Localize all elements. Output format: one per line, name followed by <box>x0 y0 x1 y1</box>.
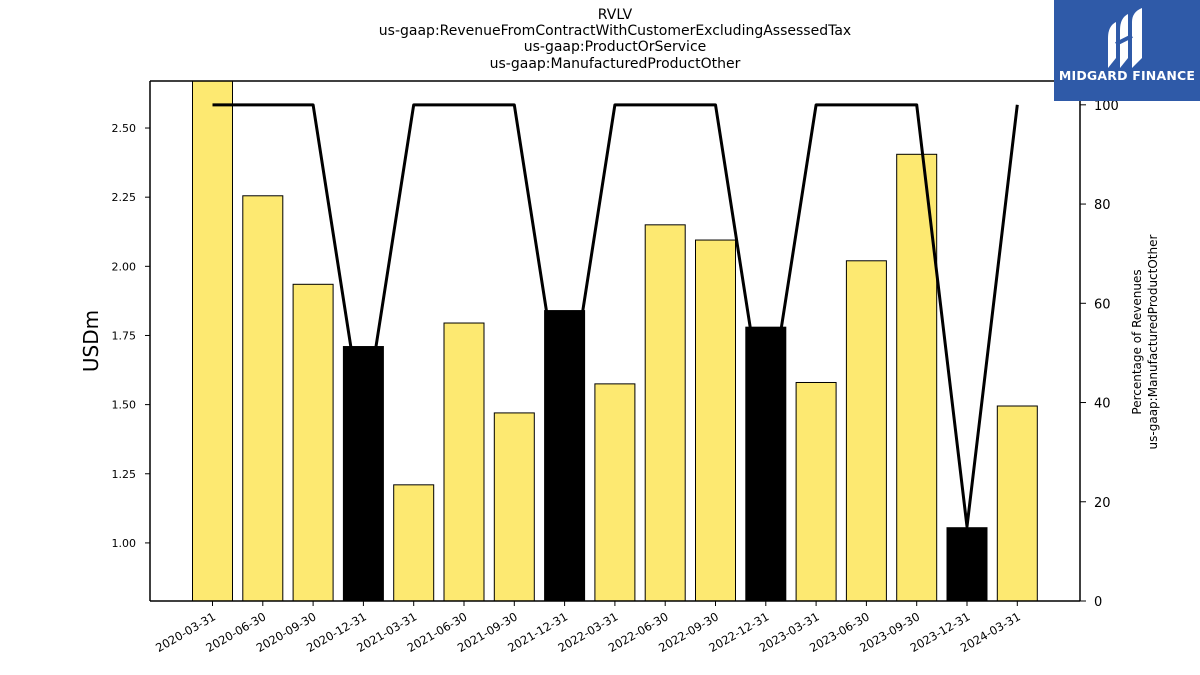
bar-2023-12-31 <box>946 527 988 602</box>
bar-2020-09-30 <box>292 283 334 602</box>
chart-title-ticker: RVLV <box>597 7 633 23</box>
bar-2022-12-31 <box>745 326 787 602</box>
y2-tick-label: 100 <box>1094 99 1119 114</box>
chart-title-concept: us-gaap:RevenueFromContractWithCustomerE… <box>378 23 852 39</box>
bar-2020-12-31 <box>342 346 384 602</box>
y2-tick-label: 60 <box>1094 297 1111 312</box>
bar-2021-12-31 <box>544 310 586 602</box>
bar-2021-06-30 <box>443 322 485 602</box>
midgard-finance-logo: MIDGARD FINANCE <box>1054 0 1200 101</box>
bar-2020-06-30 <box>242 195 284 602</box>
chart-title-axis: us-gaap:ProductOrService <box>523 39 707 55</box>
y-tick-label: 1.00 <box>112 537 137 550</box>
y-tick-label: 1.50 <box>112 399 137 412</box>
y-tick-label: 2.25 <box>112 191 137 204</box>
bars-group <box>192 80 1038 602</box>
bar-2022-06-30 <box>644 224 686 602</box>
logo-text: MIDGARD FINANCE <box>1058 68 1196 83</box>
y-tick-label: 1.75 <box>112 329 137 342</box>
y-tick-label: 1.25 <box>112 468 137 481</box>
y2-axis-label-line1: Percentage of Revenues <box>1130 269 1144 414</box>
y-tick-label: 2.50 <box>112 122 137 135</box>
bar-2024-03-31 <box>996 405 1038 602</box>
bar-2022-09-30 <box>695 239 736 602</box>
bar-2022-03-31 <box>594 383 636 602</box>
y-tick-label: 2.00 <box>112 260 137 273</box>
y2-axis-label-line2: us-gaap:ManufacturedProductOther <box>1146 234 1160 449</box>
percentage-line <box>212 103 1019 529</box>
bar-2023-03-31 <box>795 381 837 602</box>
chart-title-member: us-gaap:ManufacturedProductOther <box>489 56 741 72</box>
percentage-line-group <box>212 103 1019 529</box>
bar-2021-03-31 <box>393 484 435 602</box>
bar-2023-06-30 <box>845 260 887 602</box>
y2-tick-label: 20 <box>1094 496 1111 511</box>
bar-2021-09-30 <box>493 412 535 602</box>
logo-mark-icon <box>1108 8 1142 68</box>
bar-2020-03-31 <box>192 80 233 602</box>
y2-tick-label: 0 <box>1094 595 1102 610</box>
y-axis-label: USDm <box>79 310 103 372</box>
y2-tick-label: 40 <box>1094 397 1111 412</box>
y2-tick-label: 80 <box>1094 198 1111 213</box>
